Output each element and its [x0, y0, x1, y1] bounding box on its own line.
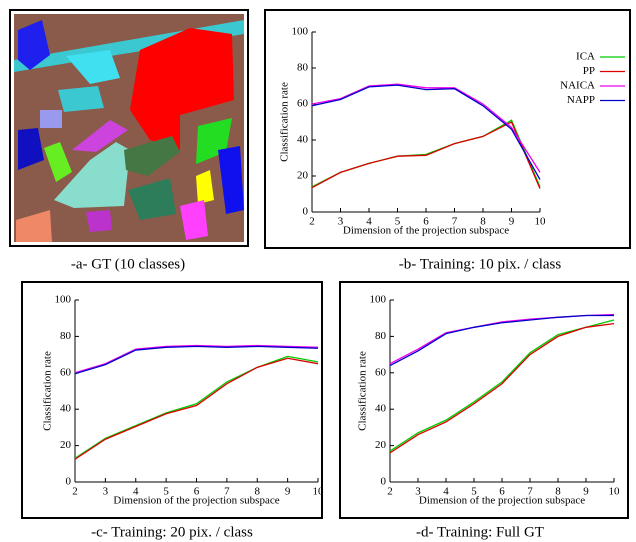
x-tick-label: 7 [527, 486, 533, 498]
y-tick-label: 20 [297, 170, 309, 182]
y-tick-label: 100 [370, 294, 387, 306]
x-tick-label: 10 [609, 486, 621, 498]
x-tick-label: 4 [366, 216, 372, 228]
x-tick-label: 6 [194, 486, 200, 498]
caption: -d- Training: Full GT [416, 524, 544, 540]
x-tick-label: 2 [72, 486, 78, 498]
series-line [74, 345, 319, 375]
y-axis-label: Classification rate [357, 351, 369, 431]
x-tick-label: 6 [423, 216, 429, 228]
series-line [389, 314, 614, 367]
series-line [389, 313, 615, 365]
y-tick-label: 0 [303, 206, 309, 218]
x-tick-label: 9 [285, 486, 291, 498]
y-axis-label: Classification rate [279, 82, 291, 162]
series-line [389, 323, 615, 454]
y-tick-label: 0 [381, 476, 387, 488]
x-axis-label: Dimension of the projection subspace [419, 495, 585, 507]
x-tick-label: 3 [415, 486, 421, 498]
y-tick-label: 20 [60, 439, 72, 451]
x-tick-label: 3 [103, 486, 109, 498]
panel-frame [264, 9, 631, 249]
x-axis-label: Dimension of the projection subspace [343, 225, 509, 237]
series-line [311, 83, 541, 173]
x-tick-label: 10 [313, 486, 325, 498]
x-tick-label: 8 [555, 486, 561, 498]
y-tick-label: 40 [375, 403, 387, 415]
x-tick-label: 3 [338, 216, 344, 228]
y-tick-label: 100 [292, 26, 309, 38]
gt-image [9, 9, 249, 247]
y-axis-label: Classification rate [42, 351, 54, 431]
series-line [311, 121, 541, 189]
series-line [74, 355, 319, 459]
caption: -b- Training: 10 pix. / class [399, 256, 562, 272]
x-tick-label: 7 [452, 216, 458, 228]
y-tick-label: 80 [297, 62, 309, 74]
x-tick-label: 4 [133, 486, 139, 498]
legend-label: NAICA [560, 80, 595, 92]
y-tick-label: 80 [375, 330, 387, 342]
x-tick-label: 4 [443, 486, 449, 498]
y-tick-label: 60 [60, 366, 72, 378]
series-line [74, 357, 319, 460]
x-tick-label: 8 [255, 486, 261, 498]
x-tick-label: 9 [583, 486, 589, 498]
legend-label: PP [583, 65, 595, 77]
x-tick-label: 2 [387, 486, 393, 498]
caption: -a- GT (10 classes) [71, 256, 185, 272]
legend-label: NAPP [567, 94, 595, 106]
x-tick-label: 5 [471, 486, 477, 498]
x-tick-label: 6 [499, 486, 505, 498]
series-line [74, 344, 319, 374]
y-tick-label: 0 [66, 476, 72, 488]
x-tick-label: 7 [224, 486, 230, 498]
x-tick-label: 9 [509, 216, 515, 228]
x-axis-label: Dimension of the projection subspace [113, 495, 279, 507]
series-line [389, 319, 615, 452]
caption: -c- Training: 20 pix. / class [91, 524, 253, 540]
y-tick-label: 60 [297, 98, 309, 110]
legend-label: ICA [576, 51, 595, 63]
y-tick-label: 40 [60, 403, 72, 415]
y-tick-label: 40 [297, 134, 309, 146]
x-tick-label: 5 [163, 486, 169, 498]
panel-frame [339, 281, 629, 519]
y-tick-label: 100 [55, 294, 72, 306]
series-line [311, 119, 541, 188]
x-tick-label: 5 [395, 216, 401, 228]
panel-frame [21, 281, 323, 519]
y-tick-label: 80 [60, 330, 72, 342]
x-tick-label: 2 [309, 216, 315, 228]
x-tick-label: 8 [480, 216, 486, 228]
x-tick-label: 10 [535, 216, 547, 228]
y-tick-label: 20 [375, 439, 387, 451]
series-line [311, 84, 541, 180]
y-tick-label: 60 [375, 366, 387, 378]
